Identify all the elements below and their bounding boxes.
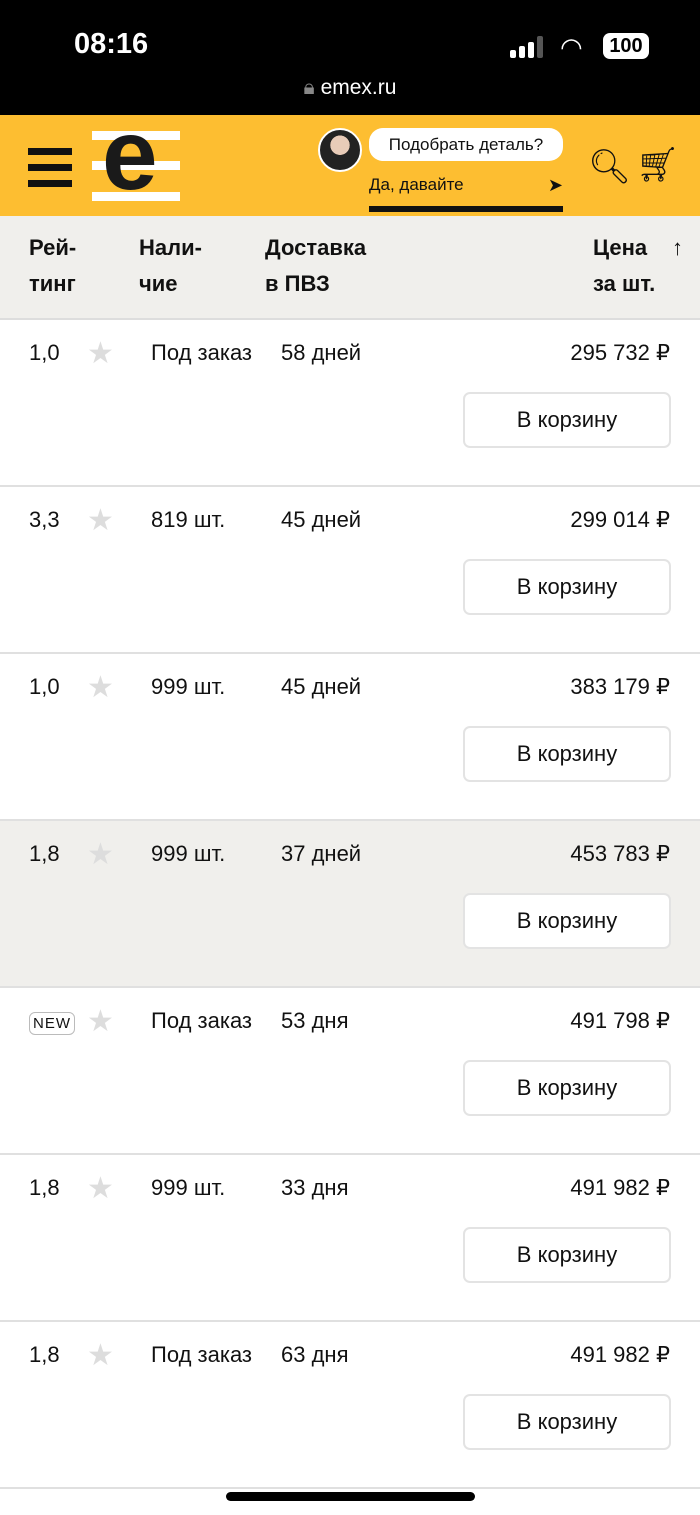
price-value: 491 982 ₽ [570,1175,670,1200]
emex-logo[interactable]: e [92,105,180,205]
add-to-cart-button[interactable]: В корзину [463,1227,671,1283]
star-icon: ★ [87,1005,114,1038]
home-indicator [226,1492,475,1501]
answer-underline [369,206,563,212]
price-value: 383 179 ₽ [570,674,670,699]
new-badge: NEW [29,1012,75,1035]
stock-value: 819 шт. [151,507,226,532]
add-to-cart-button[interactable]: В корзину [463,559,671,615]
star-icon: ★ [87,838,114,871]
stock-value: 999 шт. [151,674,226,699]
add-to-cart-button[interactable]: В корзину [463,1394,671,1450]
column-rating[interactable]: Рей- тинг [29,235,77,296]
price-value: 491 982 ₽ [570,1342,670,1367]
url-text: emex.ru [320,76,397,99]
add-to-cart-button[interactable]: В корзину [463,1060,671,1116]
star-icon: ★ [87,671,114,704]
stock-value: 999 шт. [151,841,226,866]
clock: 08:16 [74,28,149,60]
assistant-bubble: Подобрать деталь? [369,128,563,161]
price-value: 295 732 ₽ [570,340,670,365]
star-icon: ★ [87,1172,114,1205]
star-icon: ★ [87,337,114,370]
star-icon: ★ [87,1339,114,1372]
table-row[interactable]: 1,8 ★ Под заказ 63 дня 491 982 ₽ В корзин… [0,1322,700,1489]
menu-icon[interactable] [28,148,72,196]
add-to-cart-button[interactable]: В корзину [463,392,671,448]
answer-text: Да, давайте [369,175,464,194]
stock-value: Под заказ [151,1342,253,1367]
assistant-avatar [318,128,362,172]
table-header: Рей- тинг Нали- чие Доставка в ПВЗ Цена … [0,216,700,320]
price-value: 491 798 ₽ [570,1008,670,1033]
rating-value: 1,8 [29,841,60,866]
delivery-value: 45 дней [281,674,362,699]
lock-icon: 🔒︎ [303,76,315,99]
rating-value: 1,8 [29,1175,60,1200]
rating-value: 1,0 [29,340,60,365]
sort-arrow-icon[interactable]: ↑ [672,235,683,260]
wifi-icon: ◠ [560,32,583,62]
add-to-cart-button[interactable]: В корзину [463,726,671,782]
offers-list: 1,0 ★ Под заказ 58 дней 295 732 ₽ В корзи… [0,320,700,1489]
stock-value: Под заказ [151,340,253,365]
delivery-value: 63 дня [281,1342,349,1367]
delivery-value: 37 дней [281,841,362,866]
star-icon: ★ [87,504,114,537]
delivery-value: 58 дней [281,340,362,365]
column-price[interactable]: Цена за шт. [593,235,656,296]
table-row[interactable]: 1,0 ★ 999 шт. 45 дней 383 179 ₽ В корзину [0,654,700,821]
table-row[interactable]: 3,3 ★ 819 шт. 45 дней 299 014 ₽ В корзину [0,487,700,654]
table-row[interactable]: 1,0 ★ Под заказ 58 дней 295 732 ₽ В корзи… [0,320,700,487]
site-header: e Подобрать деталь? Да, давайте ➤ 🔍︎ 🛒︎ [0,105,700,216]
column-stock[interactable]: Нали- чие [139,235,202,296]
delivery-value: 33 дня [281,1175,349,1200]
rating-value: 3,3 [29,507,60,532]
stock-value: Под заказ [151,1008,253,1033]
table-row[interactable]: 1,8 ★ 999 шт. 37 дней 453 783 ₽ В корзину [0,821,700,988]
price-value: 453 783 ₽ [570,841,670,866]
status-bar: 08:16 ◠ 100 🔒︎ emex.ru [0,0,700,115]
search-icon[interactable]: 🔍︎ [588,148,632,186]
signal-icon [510,36,543,58]
delivery-value: 53 дня [281,1008,349,1033]
add-to-cart-button[interactable]: В корзину [463,893,671,949]
assistant-answer-button[interactable]: Да, давайте ➤ [369,175,563,195]
battery-indicator: 100 [603,33,649,59]
price-value: 299 014 ₽ [570,507,670,532]
rating-value: 1,0 [29,674,60,699]
column-delivery[interactable]: Доставка в ПВЗ [265,235,367,296]
send-icon[interactable]: ➤ [547,175,563,195]
cart-icon[interactable]: 🛒︎ [636,146,680,184]
stock-value: 999 шт. [151,1175,226,1200]
rating-value: 1,8 [29,1342,60,1367]
delivery-value: 45 дней [281,507,362,532]
address-bar[interactable]: 🔒︎ emex.ru [0,76,700,100]
table-row[interactable]: NEW ★ Под заказ 53 дня 491 798 ₽ В корзин… [0,988,700,1155]
table-row[interactable]: 1,8 ★ 999 шт. 33 дня 491 982 ₽ В корзину [0,1155,700,1322]
